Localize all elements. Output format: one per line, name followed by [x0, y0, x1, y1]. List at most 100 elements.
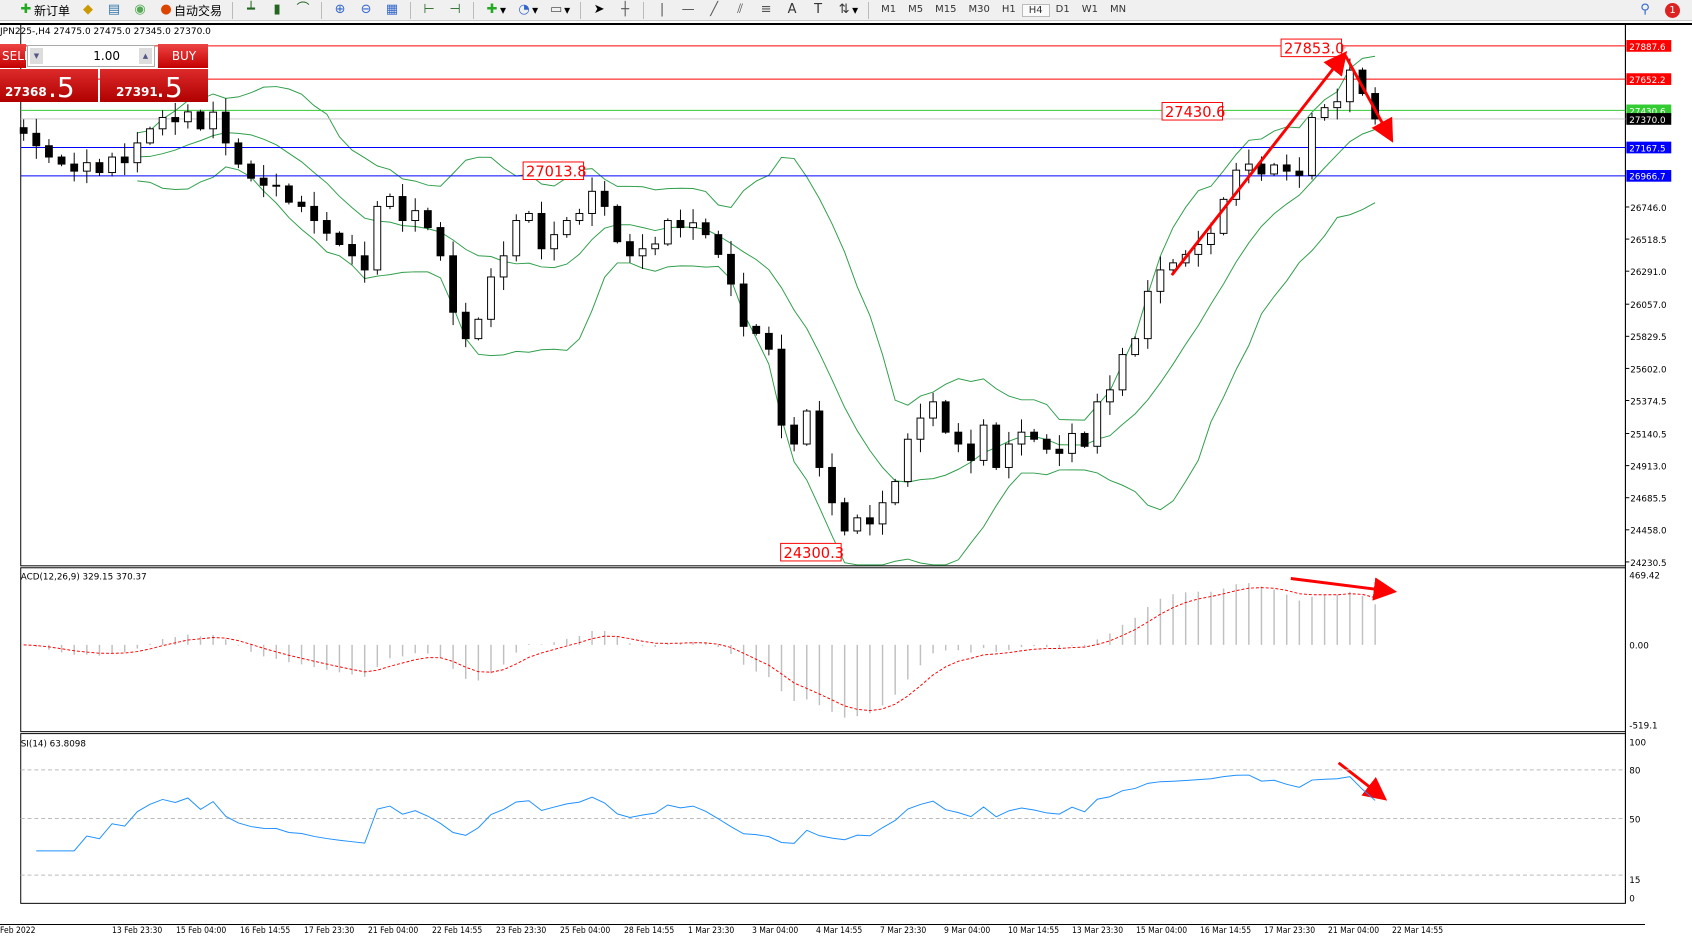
rsi-tick-label: 15 [1629, 876, 1640, 886]
bar-chart-button[interactable]: ┷ [239, 1, 263, 20]
candle-body [903, 438, 912, 483]
timeframe-m5[interactable]: M5 [908, 3, 924, 15]
candle-body [146, 128, 154, 144]
fibonacci-icon: ≡ [760, 2, 772, 17]
candle-body [398, 196, 407, 222]
date-label: 3 Mar 04:00 [752, 926, 799, 936]
rsi-tick-label: 80 [1629, 767, 1640, 777]
timeframe-m30[interactable]: M30 [968, 3, 990, 15]
indicators-button[interactable]: ✚ ▾ [480, 1, 510, 20]
timeframe-mn[interactable]: MN [1109, 3, 1127, 15]
templates-button[interactable]: ▭ ▾ [549, 2, 571, 17]
timeframe-m15[interactable]: M15 [935, 3, 957, 15]
increase-lot-button[interactable]: ▲ [139, 48, 152, 64]
lot-size-input[interactable]: ▼ 1.00 ▲ [27, 45, 155, 67]
horizontal-line-button[interactable]: — [676, 1, 700, 20]
trendline-icon: ╱ [710, 2, 719, 17]
sell-button[interactable]: SELL [0, 44, 31, 68]
candle-body [575, 212, 584, 222]
chart-window[interactable]: 27887.6 27652.2 27430.6 27370.0 27167.5 26966… [0, 23, 1692, 938]
date-label: 10 Mar 14:55 [1008, 926, 1060, 936]
price-annotation: 27430.6 [1165, 104, 1225, 121]
candle-body [537, 212, 546, 250]
candle-body [499, 255, 508, 278]
notification-badge[interactable]: 1 [1665, 2, 1680, 18]
candle-body [916, 417, 925, 440]
price-annotation: 27013.8 [526, 164, 586, 181]
candle-body [183, 111, 192, 123]
timeframe-w1[interactable]: W1 [1081, 3, 1098, 15]
pane-border [20, 23, 1626, 567]
candle-body [866, 517, 874, 525]
text-button[interactable]: A [780, 1, 804, 20]
candle-body [752, 325, 761, 334]
date-label: 7 Mar 23:30 [880, 926, 927, 936]
price-annotation: 24300.3 [784, 545, 844, 562]
trend-arrow [1170, 51, 1348, 277]
candlestick-button[interactable]: ▮ [265, 1, 289, 20]
zoom-in-button[interactable]: ⊕ [328, 1, 352, 20]
arrows-button[interactable]: ⇅ ▾ [832, 1, 862, 20]
tile-icon: ▦ [385, 2, 399, 17]
vertical-line-icon: | [659, 2, 665, 17]
timeframe-d1[interactable]: D1 [1055, 3, 1070, 15]
rsi-tick-label: 50 [1629, 815, 1640, 825]
candle-body [1156, 269, 1165, 292]
candle-body [714, 234, 723, 255]
candle-body [701, 222, 710, 236]
candle-body [461, 311, 470, 340]
candle-body [727, 253, 735, 285]
line-chart-button[interactable]: ⌒ [291, 1, 315, 20]
equidistant-channel-button[interactable]: ⫽ [728, 1, 752, 20]
auto-trading-button[interactable]: ● 自动交易 [154, 1, 226, 20]
price-tag-label: 27652.2 [1629, 76, 1665, 86]
chart-shift-button[interactable]: ⊣ [443, 1, 467, 20]
candle-body [19, 127, 28, 134]
price-tick-label: 24458.0 [1630, 527, 1666, 537]
navigator-button[interactable]: ▤ [102, 1, 126, 20]
candle-body [234, 142, 243, 165]
candle-body [1270, 164, 1278, 175]
decrease-lot-button[interactable]: ▼ [30, 48, 43, 64]
price-tag-label: 27887.6 [1629, 43, 1666, 53]
trend-arrow [1344, 54, 1394, 143]
candle-body [1143, 290, 1152, 340]
auto-scroll-button[interactable]: ⊢ [417, 1, 441, 20]
crosshair-button[interactable]: ┼ [613, 1, 637, 20]
date-label: 13 Feb 23:30 [112, 926, 163, 936]
chart-shift-icon: ⊣ [449, 2, 461, 17]
folder-button[interactable]: ◆ [76, 1, 100, 20]
vertical-line-button[interactable]: | [650, 1, 674, 20]
date-label: 15 Mar 04:00 [1136, 926, 1188, 936]
candle-body [941, 401, 950, 433]
bar-chart-icon: ┷ [247, 2, 255, 17]
timeframe-h1[interactable]: H1 [1001, 3, 1016, 15]
period-button[interactable]: ◔ ▾ [512, 1, 542, 20]
price-tick-label: 24913.0 [1630, 463, 1666, 473]
chart-canvas[interactable]: 27887.627652.227430.627370.027167.526966… [0, 2, 1692, 917]
zoom-out-button[interactable]: ⊖ [354, 1, 378, 20]
signal-button[interactable]: ◉ [128, 1, 152, 20]
auto-trading-icon: ● [160, 2, 172, 17]
candle-body [436, 227, 445, 257]
candle-body [335, 232, 344, 246]
candle-body [474, 318, 483, 340]
timeframe-h4[interactable]: H4 [1021, 3, 1050, 17]
ask-price[interactable]: 27391.5 [100, 69, 208, 104]
new-order-button[interactable]: ✚ 新订单 [14, 1, 74, 20]
text-label-button[interactable]: T [806, 1, 830, 20]
bid-price[interactable]: 27368.5 [0, 69, 98, 104]
price-tick-label: 25602.0 [1630, 365, 1666, 375]
trend-arrow [1337, 761, 1388, 801]
fibonacci-button[interactable]: ≡ [754, 1, 778, 20]
cursor-button[interactable]: ➤ [587, 1, 611, 20]
candle-body [878, 502, 887, 525]
trendline-button[interactable]: ╱ [702, 1, 726, 20]
zoom-out-icon: ⊖ [360, 2, 372, 17]
tile-button[interactable]: ▦ [380, 1, 404, 20]
timeframe-m1[interactable]: M1 [881, 3, 897, 15]
search-icon[interactable]: ⚲ [1640, 2, 1650, 17]
candle-body [259, 177, 268, 186]
buy-button[interactable]: BUY [158, 44, 208, 68]
candle-body [1257, 163, 1266, 175]
